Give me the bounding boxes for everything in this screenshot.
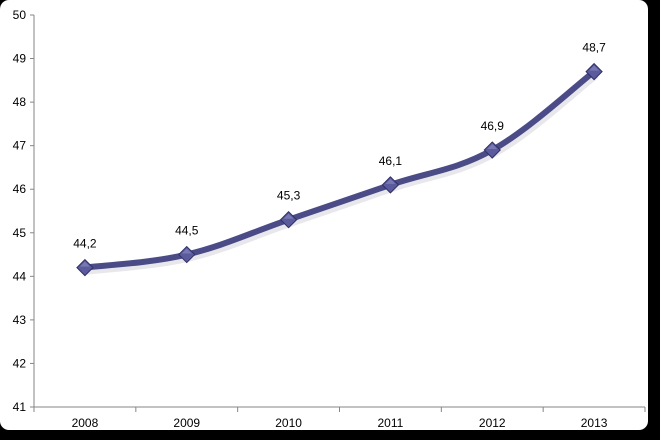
- y-tick-label: 45: [13, 226, 27, 240]
- data-label: 48,7: [582, 41, 606, 55]
- data-label: 44,5: [175, 224, 199, 238]
- y-tick-label: 44: [13, 269, 27, 283]
- x-axis-ticks: 2008 2009 2010 2011 2012 2013: [33, 407, 646, 430]
- data-label: 46,1: [379, 154, 403, 168]
- data-point-marker: [381, 176, 400, 194]
- data-label: 44,2: [73, 237, 97, 251]
- y-tick-label: 47: [13, 139, 27, 153]
- data-point-marker: [178, 245, 196, 264]
- markers-group: [76, 62, 603, 277]
- data-point-marker: [585, 62, 603, 81]
- x-tick-label: 2010: [275, 416, 302, 430]
- y-axis-ticks: 41 42 43 44 45 46 47 48 49 50: [13, 8, 34, 414]
- series-line-group: [81, 68, 599, 275]
- y-tick-label: 43: [13, 313, 27, 327]
- x-tick-label: 2008: [72, 416, 99, 430]
- data-point-marker-highlight: [487, 144, 498, 150]
- data-point-marker-highlight: [385, 178, 396, 184]
- chart-frame: 41 42 43 44 45 46 47 48 49 50 2008 2009 2010 2011 201…: [0, 0, 648, 430]
- y-tick-label: 41: [13, 400, 27, 414]
- line-chart: 41 42 43 44 45 46 47 48 49 50 2008 2009 2010 2011 201…: [13, 8, 646, 430]
- y-tick-label: 50: [13, 8, 27, 22]
- data-point-marker-highlight: [589, 65, 600, 71]
- data-point-marker: [279, 211, 298, 229]
- y-tick-label: 42: [13, 356, 27, 370]
- data-point-marker-highlight: [181, 248, 192, 254]
- x-tick-label: 2011: [378, 416, 404, 430]
- x-tick-label: 2012: [479, 416, 506, 430]
- x-tick-label: 2009: [173, 416, 200, 430]
- y-tick-label: 46: [13, 182, 27, 196]
- data-label: 45,3: [277, 189, 301, 203]
- y-tick-label: 48: [13, 95, 27, 109]
- data-point-marker: [483, 141, 501, 159]
- series-line-shadow: [86, 71, 599, 275]
- data-point-marker-highlight: [283, 213, 294, 219]
- data-labels-group: 44,2 44,5 45,3 46,1 46,9 48,7: [73, 41, 606, 251]
- data-label: 46,9: [481, 119, 505, 133]
- data-point-marker: [76, 258, 94, 277]
- data-point-marker-highlight: [79, 261, 90, 267]
- y-tick-label: 49: [13, 52, 27, 66]
- x-tick-label: 2013: [581, 416, 608, 430]
- axes: [33, 15, 645, 408]
- series-line: [81, 68, 598, 271]
